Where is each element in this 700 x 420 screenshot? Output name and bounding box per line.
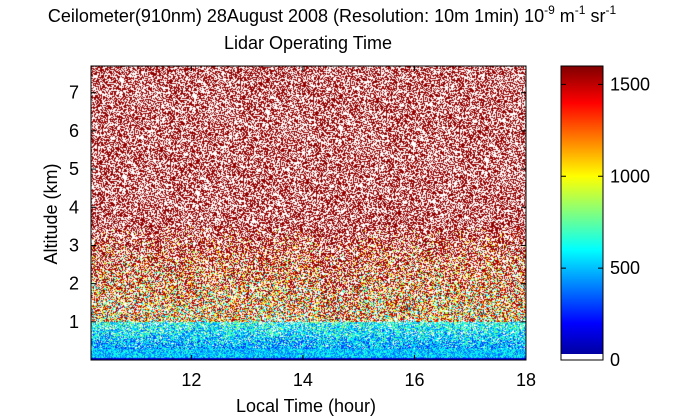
y-tick-label: 7 (69, 83, 79, 103)
plot-area (90, 65, 527, 361)
y-tick-label: 3 (69, 235, 79, 255)
y-tick-label: 1 (69, 312, 79, 332)
colorbar-zero-band (561, 354, 603, 360)
colorbar-tick-label: 0 (610, 350, 620, 370)
colorbar-ramp (561, 66, 603, 360)
x-tick-label: 12 (181, 370, 201, 390)
colorbar-ticks: 0 500 1000 1500 (561, 74, 650, 370)
x-tick-label: 18 (516, 370, 536, 390)
x-tick-label: 16 (404, 370, 424, 390)
colorbar-tick-label: 500 (610, 258, 640, 278)
chart-title-line2: Lidar Operating Time (224, 33, 392, 53)
y-axis-label: Altitude (km) (41, 163, 61, 264)
chart-title-line1: Ceilometer(910nm) 28August 2008 (Resolut… (48, 3, 617, 26)
plot-frame (90, 65, 527, 361)
x-axis-label: Local Time (hour) (236, 396, 376, 416)
colorbar-tick-label: 1000 (610, 166, 650, 186)
y-tick-label: 4 (69, 197, 79, 217)
y-tick-label: 5 (69, 159, 79, 179)
colorbar-tick-label: 1500 (610, 74, 650, 94)
backscatter-heatmap (91, 66, 526, 360)
y-tick-label: 2 (69, 274, 79, 294)
x-tick-label: 14 (293, 370, 313, 390)
colorbar-frame (560, 65, 604, 361)
y-axis: 1 2 3 4 5 6 7 (69, 83, 526, 332)
y-tick-label: 6 (69, 121, 79, 141)
colorbar: 0 500 1000 1500 (560, 65, 650, 370)
x-axis: 12 14 16 18 (181, 66, 536, 390)
